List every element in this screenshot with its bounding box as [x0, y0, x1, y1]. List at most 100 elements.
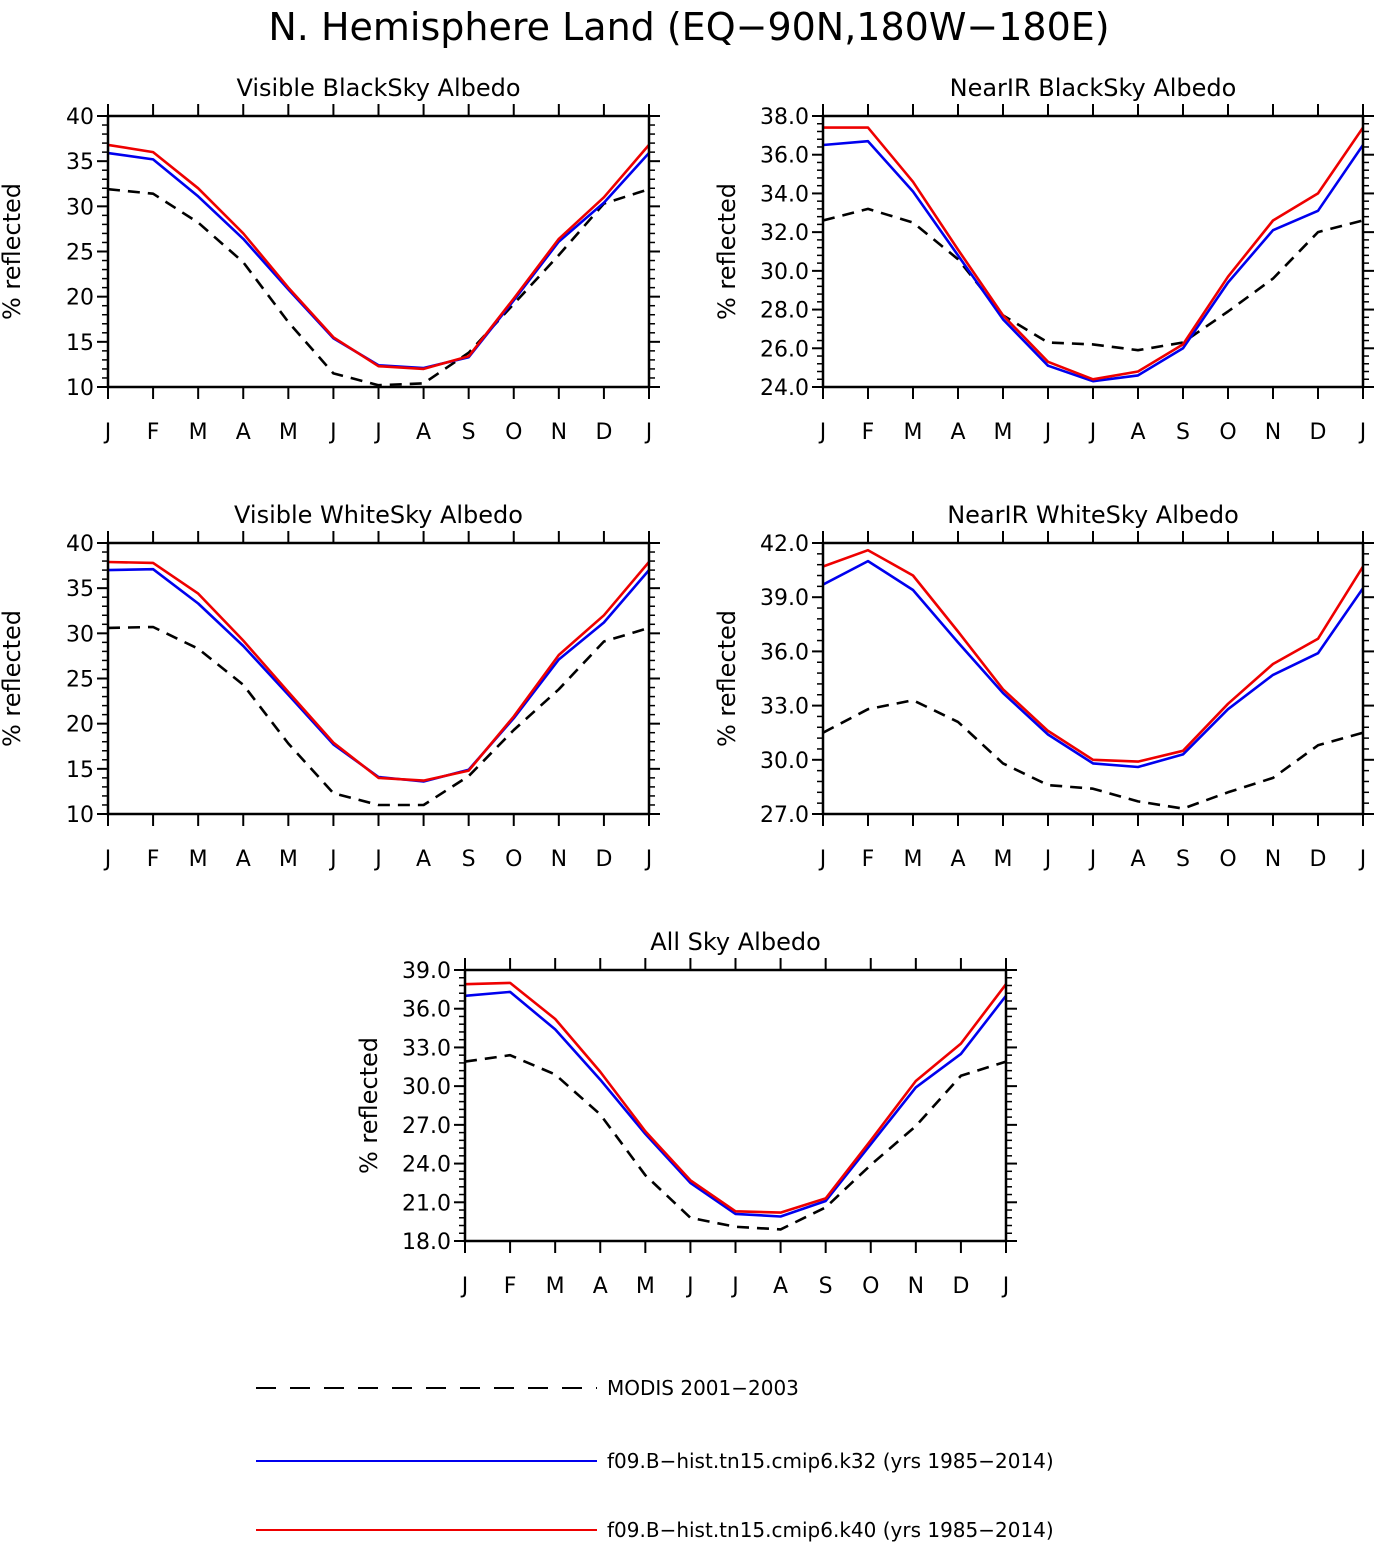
panel-4: NearIR WhiteSky Albedo % reflected J F M A M J J… [713, 501, 1374, 872]
x-tick-label: D [1310, 420, 1327, 445]
panel-title: NearIR BlackSky Albedo [950, 74, 1237, 102]
y-tick-label: 30.0 [402, 1075, 451, 1100]
y-tick-label: 25 [66, 241, 94, 266]
x-tick-label: M [546, 1274, 565, 1299]
x-tick-label: N [1265, 420, 1281, 445]
y-axis-label: % reflected [0, 610, 26, 747]
x-tick-label: A [593, 1274, 608, 1299]
x-tick-label: J [1043, 420, 1052, 445]
x-tick-label: O [505, 847, 522, 872]
y-tick-label: 28.0 [760, 299, 809, 324]
x-tick-label: F [862, 420, 875, 445]
series-group [823, 548, 1363, 810]
x-tick-label: N [551, 420, 567, 445]
y-tick-label: 36.0 [402, 998, 451, 1023]
series-line-2 [465, 990, 1006, 1218]
y-tick-label: 26.0 [760, 337, 809, 362]
series-group [108, 143, 649, 387]
x-tick-label: J [644, 847, 653, 872]
x-tick-label: O [862, 1274, 879, 1299]
x-tick-label: J [328, 847, 337, 872]
y-tick-label: 15 [66, 331, 94, 356]
figure-title: N. Hemisphere Land (EQ−90N,180W−180E) [268, 5, 1109, 49]
x-tick-label: M [636, 1274, 655, 1299]
series-line-3 [108, 560, 649, 782]
y-tick-label: 24.0 [402, 1153, 451, 1178]
x-tick-label: M [279, 847, 298, 872]
x-tick-label: J [328, 420, 337, 445]
x-tick-label: J [730, 1274, 739, 1299]
x-tick-label: J [1358, 420, 1367, 445]
x-tick-label: N [551, 847, 567, 872]
y-tick-label: 27.0 [760, 803, 809, 828]
panel-title: NearIR WhiteSky Albedo [947, 501, 1239, 529]
y-tick-label: 25 [66, 668, 94, 693]
panel-title: All Sky Albedo [650, 928, 821, 956]
x-tick-label: O [1219, 420, 1236, 445]
plot-frame [821, 114, 1365, 389]
x-tick-label: S [819, 1274, 833, 1299]
y-tick-label: 10 [66, 803, 94, 828]
y-tick-label: 21.0 [402, 1191, 451, 1216]
x-tick-label: J [1358, 847, 1367, 872]
y-tick-label: 33.0 [402, 1036, 451, 1061]
y-tick-label: 42.0 [760, 532, 809, 557]
series-line-1 [108, 625, 649, 807]
x-tick-label: M [994, 847, 1013, 872]
x-tick-label: J [685, 1274, 694, 1299]
panel-1: Visible BlackSky Albedo % reflected J F M A M J… [0, 74, 660, 445]
x-tick-label: M [994, 420, 1013, 445]
x-tick-label: J [644, 420, 653, 445]
series-line-2 [823, 139, 1363, 383]
x-tick-label: O [1219, 847, 1236, 872]
x-tick-label: J [103, 847, 112, 872]
y-tick-label: 24.0 [760, 376, 809, 401]
series-line-3 [465, 981, 1006, 1214]
x-tick-label: O [505, 420, 522, 445]
series-line-2 [108, 567, 649, 783]
x-tick-label: D [1310, 847, 1327, 872]
y-tick-label: 30 [66, 622, 94, 647]
x-tick-label: D [595, 420, 612, 445]
x-tick-label: F [862, 847, 875, 872]
panel-title: Visible BlackSky Albedo [236, 74, 520, 102]
x-tick-label: N [908, 1274, 924, 1299]
y-tick-label: 20 [66, 713, 94, 738]
panel-5: All Sky Albedo % reflected J F M A M J J A S O N D J 18… [355, 928, 1017, 1299]
series-line-1 [823, 698, 1363, 810]
x-tick-label: M [279, 420, 298, 445]
series-group [823, 126, 1363, 383]
y-tick-label: 36.0 [760, 640, 809, 665]
x-tick-label: A [1130, 420, 1145, 445]
x-tick-label: S [1176, 847, 1190, 872]
y-tick-label: 18.0 [402, 1230, 451, 1255]
y-tick-label: 32.0 [760, 221, 809, 246]
panel-2: NearIR BlackSky Albedo % reflected J F M A M J J… [713, 74, 1374, 445]
x-tick-label: A [1130, 847, 1145, 872]
x-tick-label: M [189, 420, 208, 445]
series-line-3 [823, 126, 1363, 381]
x-tick-label: M [189, 847, 208, 872]
series-group [108, 560, 649, 807]
y-tick-label: 30.0 [760, 749, 809, 774]
y-tick-label: 10 [66, 376, 94, 401]
series-line-2 [108, 151, 649, 370]
series-line-3 [823, 548, 1363, 763]
y-tick-label: 30 [66, 195, 94, 220]
x-tick-label: F [147, 420, 160, 445]
x-tick-label: M [904, 420, 923, 445]
x-tick-label: F [147, 847, 160, 872]
legend-label-2: f09.B−hist.tn15.cmip6.k32 (yrs 1985−2014… [607, 1449, 1054, 1473]
y-tick-label: 30.0 [760, 260, 809, 285]
y-tick-label: 20 [66, 286, 94, 311]
x-tick-label: A [416, 420, 431, 445]
x-tick-label: S [462, 847, 476, 872]
x-tick-label: A [416, 847, 431, 872]
y-tick-label: 27.0 [402, 1114, 451, 1139]
y-axis-label: % reflected [713, 183, 741, 320]
series-line-2 [823, 559, 1363, 769]
x-tick-label: M [904, 847, 923, 872]
x-tick-label: J [1043, 847, 1052, 872]
legend-label-3: f09.B−hist.tn15.cmip6.k40 (yrs 1985−2014… [607, 1518, 1054, 1542]
plot-frame [106, 541, 651, 816]
